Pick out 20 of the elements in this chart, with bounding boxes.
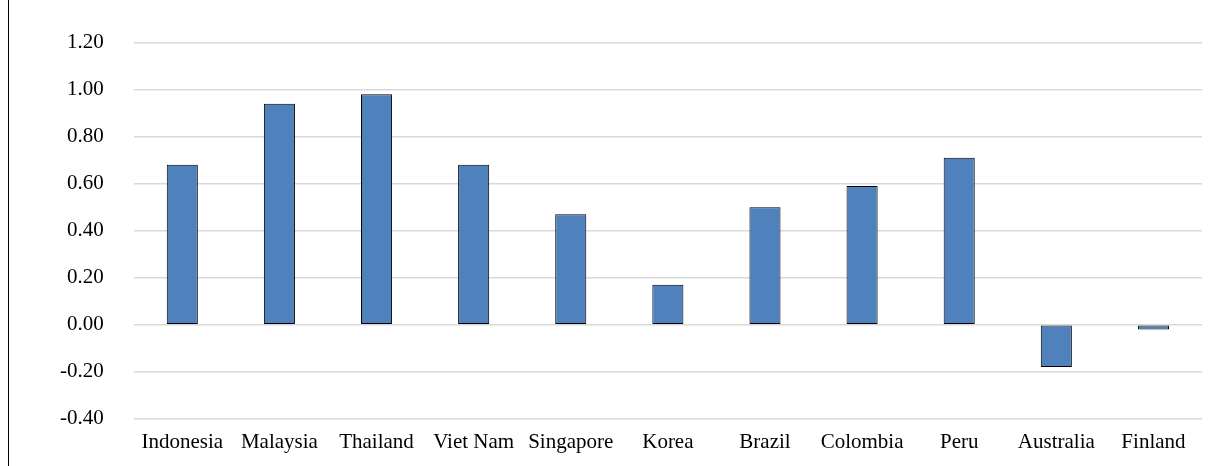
y-tick-label: -0.40: [59, 405, 104, 430]
x-tick-label: Australia: [1017, 428, 1096, 453]
y-tick-label: 0.20: [66, 264, 104, 289]
x-tick-label: Thailand: [339, 428, 415, 453]
y-tick-label: 0.40: [66, 217, 104, 242]
x-tick-label: Peru: [939, 428, 979, 453]
x-tick-label: Brazil: [739, 428, 791, 453]
x-tick-label: Indonesia: [141, 428, 224, 453]
y-tick-label: -0.20: [59, 358, 104, 383]
y-tick-label: 1.20: [66, 29, 104, 54]
x-tick-label: Singapore: [528, 428, 614, 453]
x-tick-label: Viet Nam: [433, 428, 515, 453]
y-tick-label: 0.00: [66, 311, 104, 336]
x-tick-label: Colombia: [820, 428, 905, 453]
x-tick-label: Korea: [642, 428, 695, 453]
y-tick-label: 0.80: [66, 123, 104, 148]
x-tick-label: Malaysia: [240, 428, 319, 453]
y-tick-label: 0.60: [66, 170, 104, 195]
x-tick-label: Finland: [1121, 428, 1187, 453]
y-tick-label: 1.00: [66, 76, 104, 101]
